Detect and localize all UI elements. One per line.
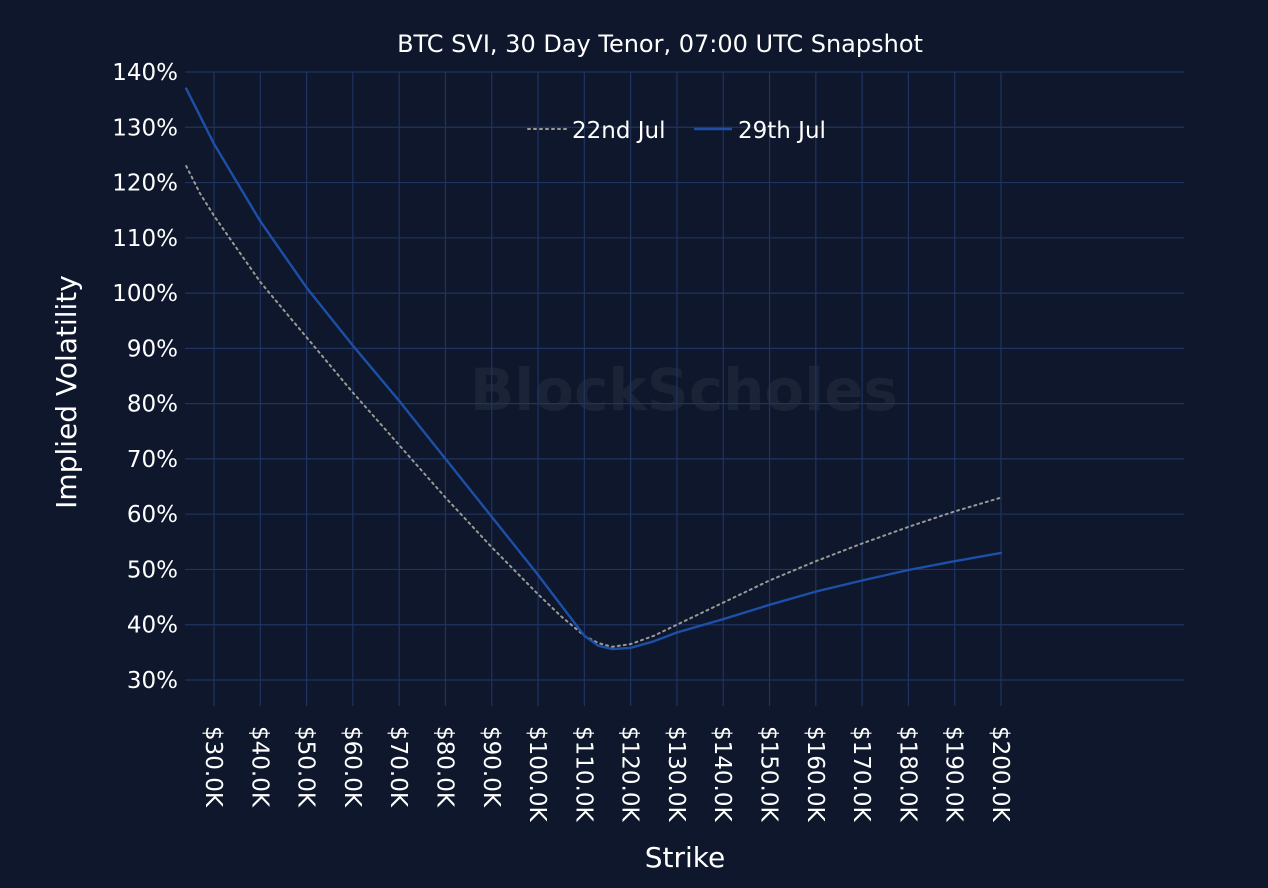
- y-tick-label: 90%: [127, 336, 178, 362]
- x-tick-label: $170.0K: [848, 726, 874, 822]
- x-tick-label: $90.0K: [478, 726, 504, 808]
- x-tick-label: $70.0K: [385, 726, 411, 808]
- x-tick-label: $160.0K: [802, 726, 828, 822]
- y-tick-label: 100%: [112, 281, 178, 307]
- grid: [185, 71, 1184, 706]
- x-tick-label: $110.0K: [570, 726, 596, 822]
- x-tick-label: $40.0K: [246, 726, 272, 808]
- y-axis-ticks: 30% 40% 50% 60% 70% 80% 90% 100% 110% 120% 130% 140…: [112, 60, 178, 694]
- x-tick-label: $180.0K: [894, 726, 920, 822]
- y-tick-label: 30%: [127, 668, 178, 694]
- y-tick-label: 70%: [127, 447, 178, 473]
- y-tick-label: 40%: [127, 613, 178, 639]
- x-axis-label: Strike: [645, 841, 726, 874]
- series-line-29th-jul: [184, 87, 1003, 651]
- x-tick-label: $120.0K: [617, 726, 643, 822]
- x-tick-label: $130.0K: [663, 726, 689, 822]
- x-tick-label: $30.0K: [200, 726, 226, 808]
- legend-label-22nd-jul: 22nd Jul: [572, 118, 666, 144]
- x-tick-label: $140.0K: [709, 726, 735, 822]
- y-tick-label: 120%: [112, 171, 178, 197]
- x-tick-label: $80.0K: [431, 726, 457, 808]
- chart-title: BTC SVI, 30 Day Tenor, 07:00 UTC Snapsho…: [397, 30, 923, 58]
- x-tick-label: $200.0K: [987, 726, 1013, 822]
- y-tick-label: 50%: [127, 557, 178, 583]
- series-layer: [184, 87, 1003, 651]
- y-tick-label: 110%: [112, 226, 178, 252]
- y-tick-label: 130%: [112, 115, 178, 141]
- x-tick-label: $50.0K: [293, 726, 319, 808]
- y-tick-label: 60%: [127, 502, 178, 528]
- x-tick-label: $100.0K: [524, 726, 550, 822]
- y-axis-label: Implied Volatility: [50, 275, 83, 509]
- y-tick-label: 80%: [127, 392, 178, 418]
- x-tick-label: $150.0K: [756, 726, 782, 822]
- x-axis-ticks: $30.0K $40.0K $50.0K $60.0K $70.0K $80.0K $90.…: [200, 726, 1013, 822]
- series-line-22nd-jul: [185, 165, 1002, 648]
- x-tick-label: $60.0K: [339, 726, 365, 808]
- x-tick-label: $190.0K: [941, 726, 967, 822]
- legend-label-29th-jul: 29th Jul: [738, 118, 826, 144]
- y-tick-label: 140%: [112, 60, 178, 86]
- watermark: BlockScholes: [470, 356, 898, 424]
- legend: 22nd Jul 29th Jul: [527, 118, 826, 144]
